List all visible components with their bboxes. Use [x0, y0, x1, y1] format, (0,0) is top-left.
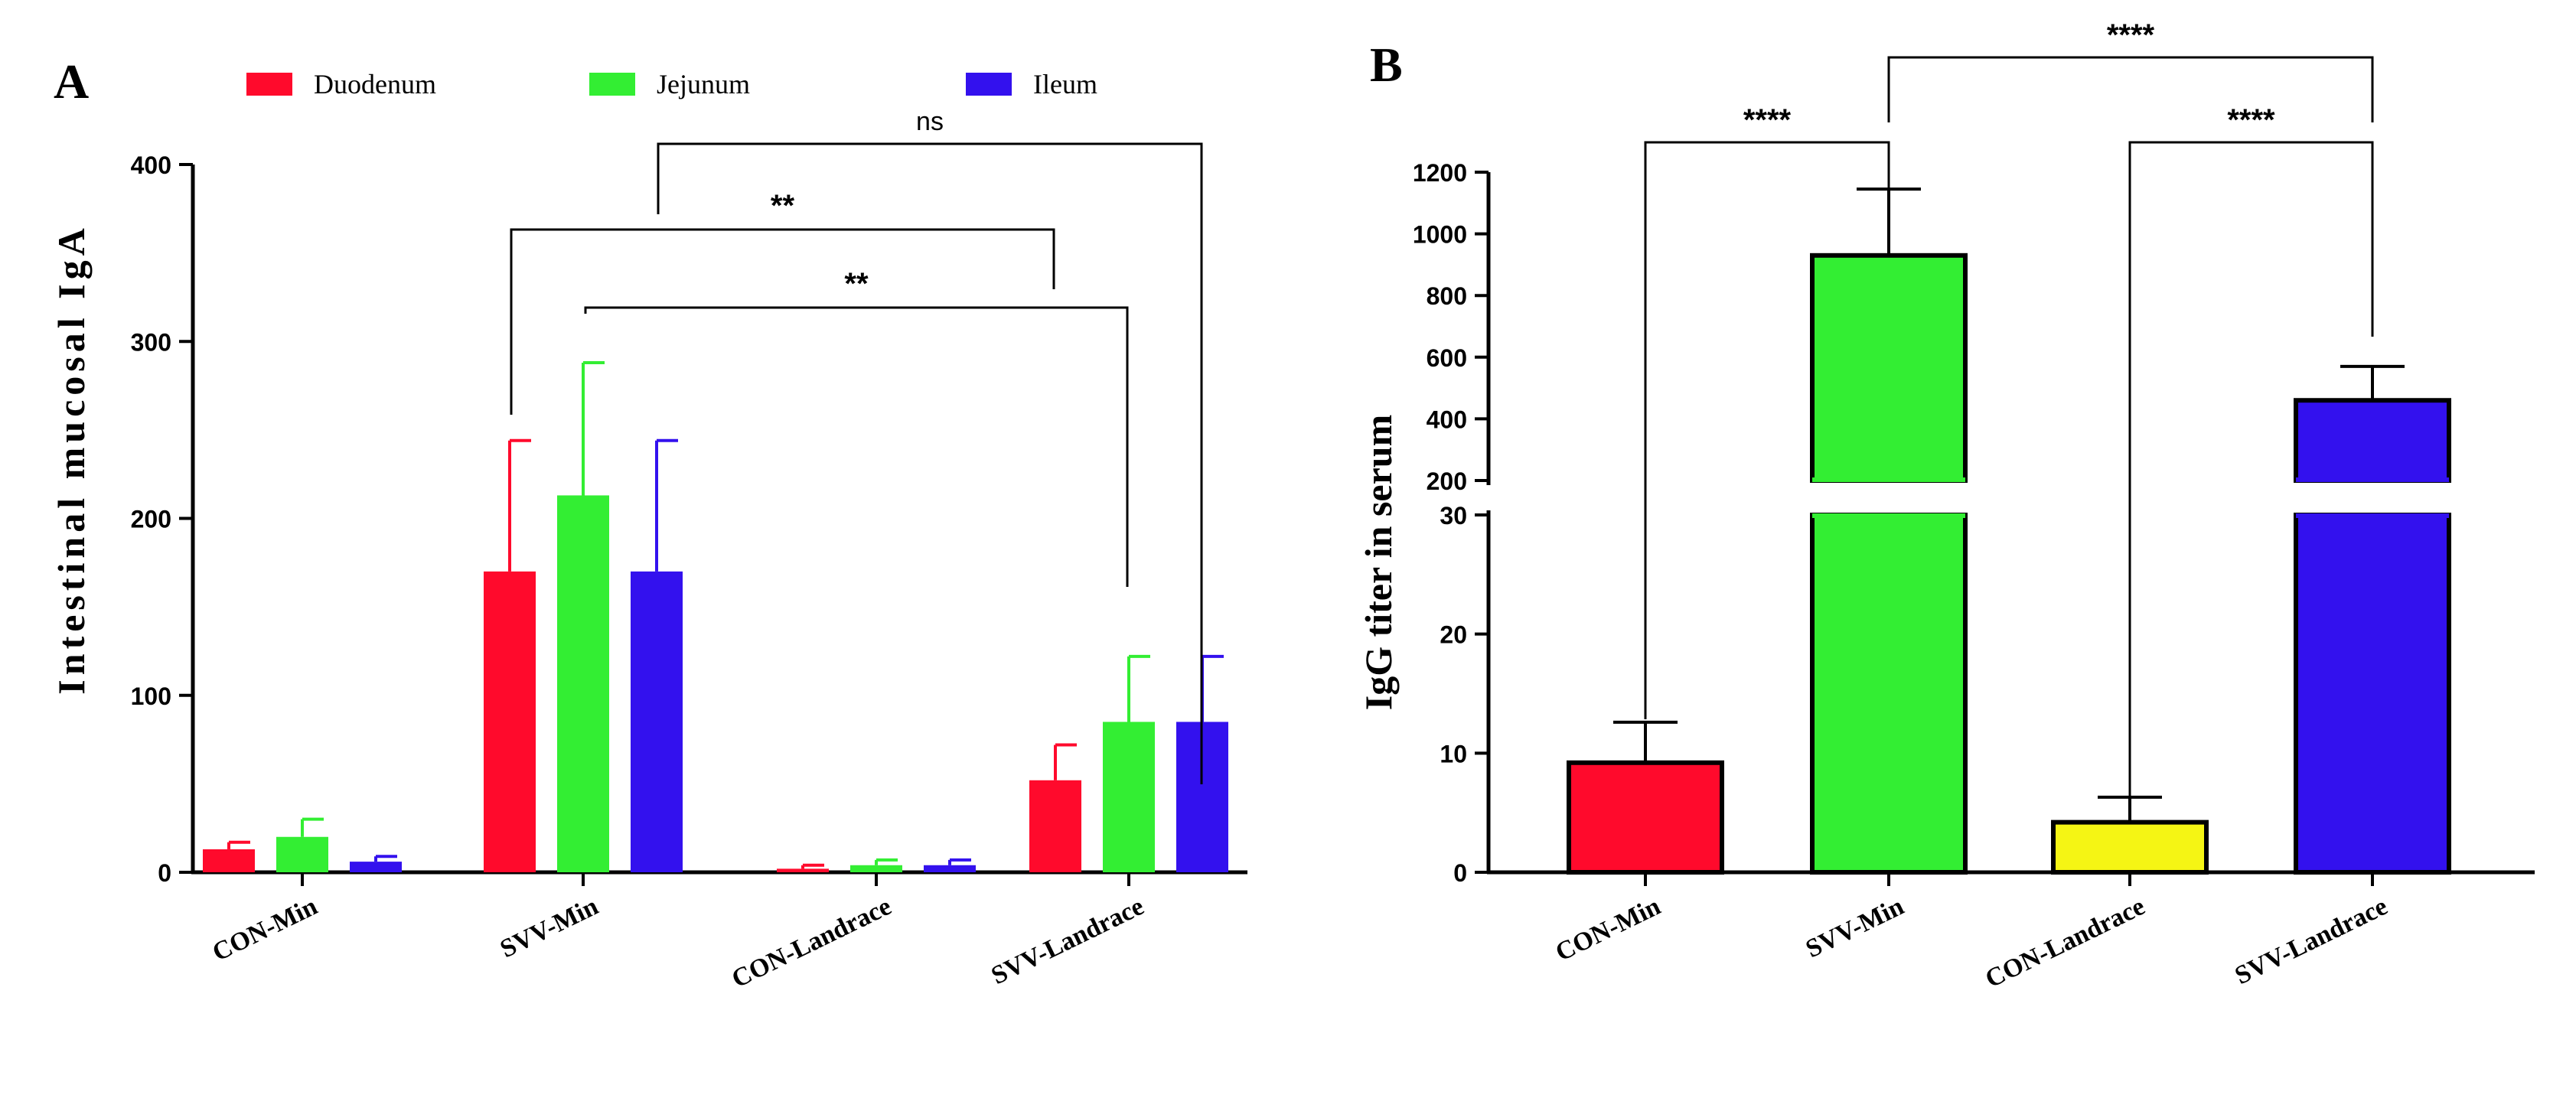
significance-bracket — [657, 142, 1203, 784]
bar — [350, 862, 402, 872]
significance-bracket — [1887, 56, 2374, 122]
panel-a-annotations: ns ** ** — [510, 107, 1203, 784]
y-tick-label: 100 — [131, 683, 171, 710]
panel-a-letter: A — [54, 54, 89, 109]
x-tick-label: CON-Landrace — [1981, 892, 2150, 994]
panel-a-y-axis-label: Intestinal mucosal IgA — [50, 223, 93, 694]
y-tick-label: 20 — [1440, 621, 1467, 649]
bar-upper-segment — [2294, 398, 2451, 483]
y-tick-label: 30 — [1440, 502, 1467, 529]
significance-label: **** — [1743, 103, 1792, 137]
y-tick-label: 1200 — [1413, 159, 1467, 187]
legend-label: Jejunum — [657, 69, 750, 99]
bar — [850, 865, 902, 872]
bar — [203, 849, 255, 872]
x-tick-label: CON-Landrace — [728, 892, 896, 994]
bar — [484, 571, 536, 872]
legend-label: Duodenum — [314, 69, 436, 99]
bar — [2051, 819, 2209, 875]
legend: Duodenum Jejunum Ileum — [246, 69, 1097, 99]
significance-label: ** — [844, 267, 869, 301]
y-tick-label: 800 — [1427, 282, 1467, 310]
significance-label: ** — [771, 189, 795, 223]
significance-bracket — [2128, 141, 2374, 796]
significance-bracket — [510, 228, 1055, 415]
legend-swatch — [246, 73, 292, 96]
y-tick-label: 0 — [158, 859, 171, 887]
significance-label: **** — [2107, 18, 2155, 52]
bar-lower-segment — [1810, 513, 1968, 875]
bar — [777, 868, 829, 872]
bar — [1567, 760, 1724, 875]
y-tick-label: 200 — [1427, 468, 1467, 495]
y-tick-label: 600 — [1427, 344, 1467, 372]
panel-a: A Duodenum Jejunum Ileum 0 100 200 300 400 CON-… — [50, 54, 1247, 994]
y-tick-label: 400 — [1427, 406, 1467, 433]
legend-swatch — [589, 73, 635, 96]
y-tick-label: 400 — [131, 152, 171, 179]
panel-b-y-axis-label: IgG titer in serum — [1357, 415, 1400, 711]
y-tick-label: 1000 — [1413, 221, 1467, 249]
significance-label: **** — [2227, 103, 2275, 137]
significance-bracket — [584, 306, 1129, 587]
bar — [1103, 722, 1155, 872]
panel-a-bars — [203, 361, 1228, 872]
bar-lower-segment — [2294, 513, 2451, 875]
panel-b-letter: B — [1370, 37, 1403, 92]
bar — [276, 836, 328, 872]
x-tick-label: CON-Min — [208, 892, 322, 967]
significance-label: ns — [916, 107, 944, 136]
y-tick-label: 0 — [1453, 859, 1467, 887]
x-tick-label: SVV-Min — [1802, 892, 1909, 963]
bar — [924, 865, 976, 872]
panel-b: B 0 10 20 30 200 400 600 800 1000 1200 CON-Min SVV-… — [1357, 18, 2535, 994]
bar — [631, 571, 683, 872]
x-tick-label: SVV-Landrace — [2231, 892, 2392, 990]
panel-b-bars — [1567, 187, 2451, 875]
bar — [557, 495, 609, 872]
legend-swatch — [966, 73, 1012, 96]
y-tick-label: 10 — [1440, 740, 1467, 767]
significance-bracket — [1644, 141, 1890, 719]
panel-b-annotations: **** **** **** — [1644, 18, 2374, 796]
x-tick-label: CON-Min — [1551, 892, 1665, 967]
bar — [1029, 780, 1081, 872]
y-tick-label: 300 — [131, 328, 171, 356]
bar-upper-segment — [1810, 253, 1968, 483]
legend-label: Ileum — [1033, 69, 1097, 99]
x-tick-label: SVV-Landrace — [987, 892, 1149, 990]
x-tick-label: SVV-Min — [496, 892, 603, 963]
y-tick-label: 200 — [131, 506, 171, 533]
